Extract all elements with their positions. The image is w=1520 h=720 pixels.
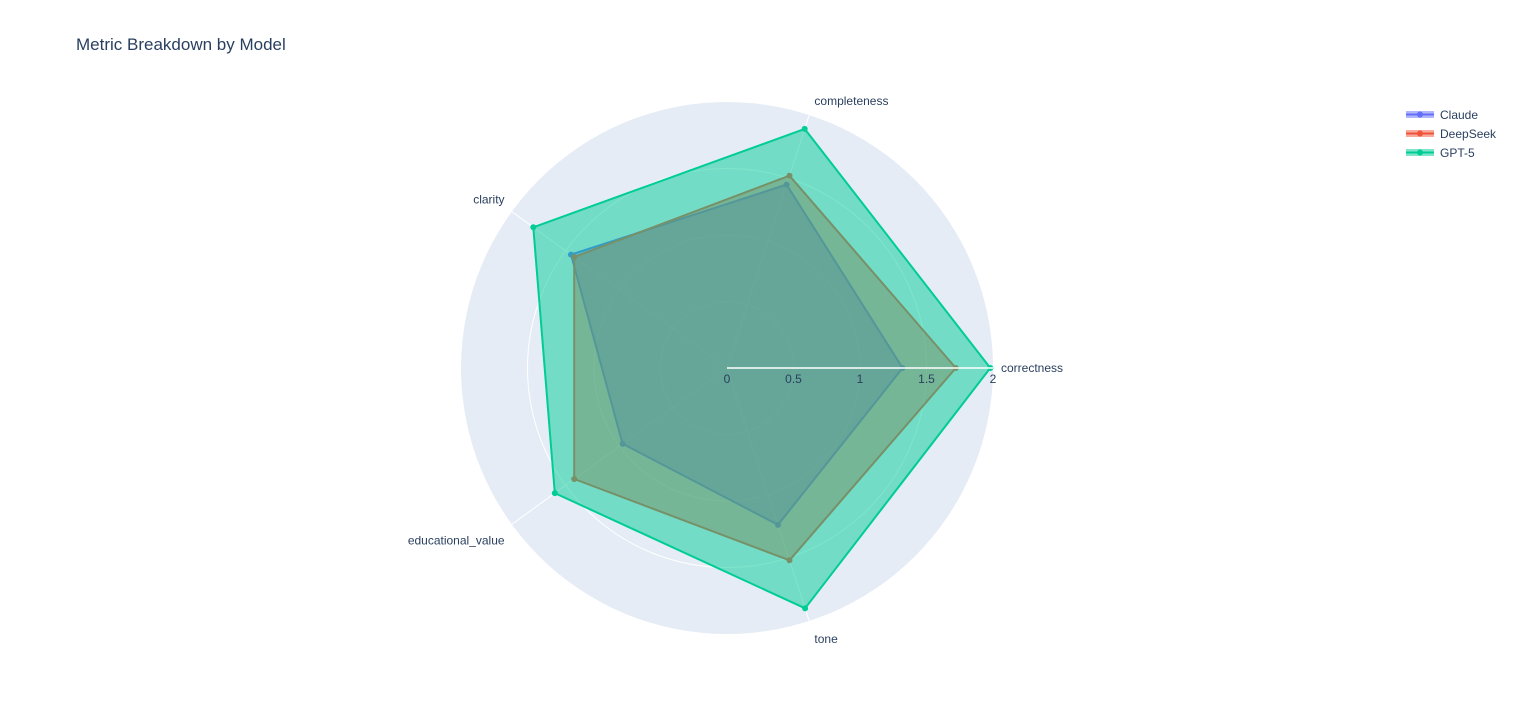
data-point-gpt-5-educational_value[interactable] [551, 490, 558, 497]
legend-item-deepseek[interactable]: DeepSeek [1406, 127, 1497, 141]
angular-axis-label-clarity: clarity [473, 192, 504, 206]
data-point-gpt-5-clarity[interactable] [530, 224, 537, 231]
legend-label: Claude [1440, 108, 1478, 122]
radial-tick-label-2: 1 [857, 372, 864, 386]
data-point-gpt-5-completeness[interactable] [801, 125, 808, 132]
radial-tick-label-0: 0 [724, 372, 731, 386]
angular-axis-label-correctness: correctness [1001, 361, 1063, 375]
radial-tick-label-3: 1.5 [918, 372, 935, 386]
legend-swatch-marker [1417, 149, 1423, 156]
data-point-gpt-5-tone[interactable] [802, 605, 809, 612]
legend-item-claude[interactable]: Claude [1406, 108, 1478, 122]
legend-item-gpt-5[interactable]: GPT-5 [1406, 146, 1475, 160]
legend-label: GPT-5 [1440, 146, 1475, 160]
legend-label: DeepSeek [1440, 127, 1497, 141]
radial-tick-label-1: 0.5 [785, 372, 802, 386]
angular-axis-label-completeness: completeness [814, 94, 888, 108]
legend: Claude DeepSeek GPT-5 [1406, 108, 1497, 160]
radial-tick-label-4: 2 [990, 372, 997, 386]
legend-swatch-marker [1417, 111, 1423, 118]
chart-title: Metric Breakdown by Model [76, 35, 286, 54]
legend-swatch-marker [1417, 130, 1423, 137]
axis-layer: 0 0.5 1 1.5 2 correctness completeness clarity e… [408, 94, 1063, 646]
angular-axis-label-educational_value: educational_value [408, 534, 505, 548]
angular-axis-label-tone: tone [814, 632, 838, 646]
